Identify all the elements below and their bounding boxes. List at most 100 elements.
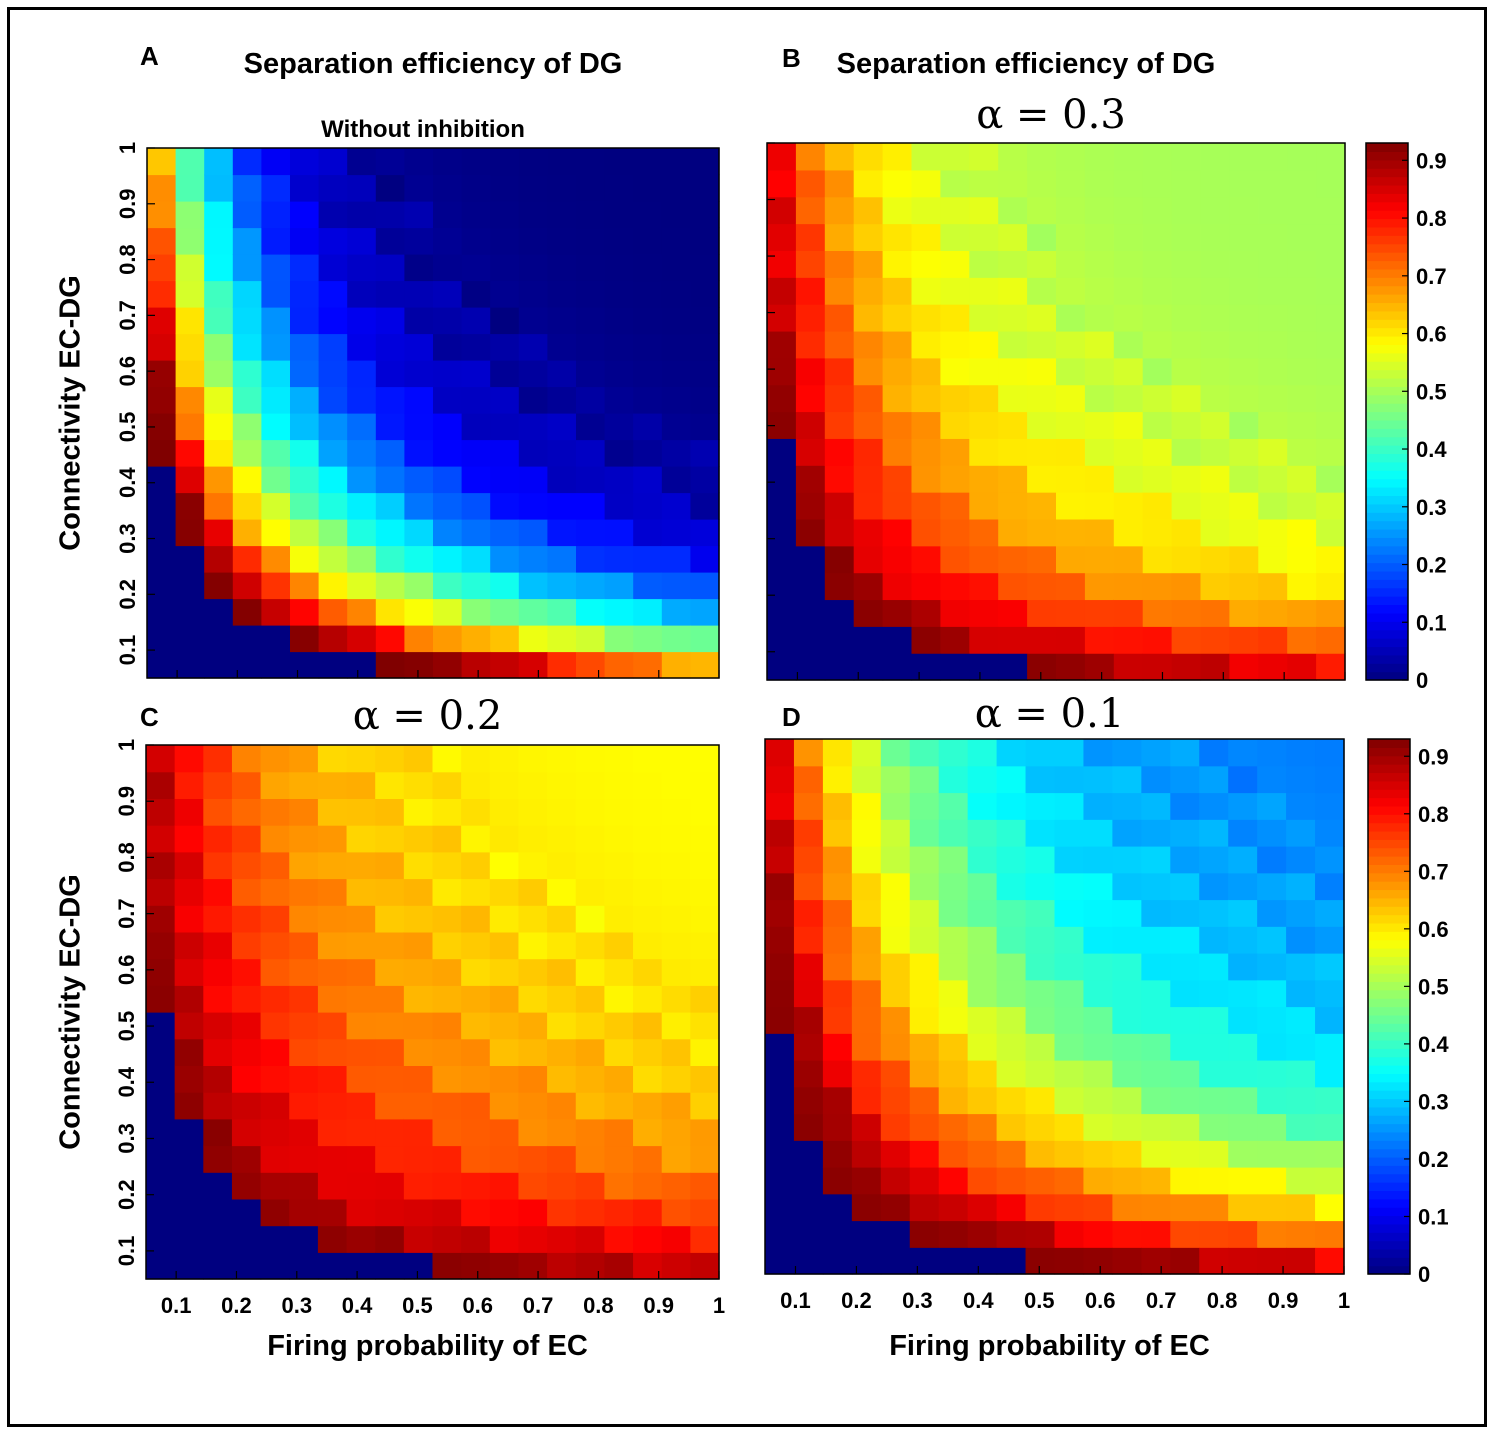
heatmap-cell [633, 931, 663, 960]
heatmap-cell [1141, 1086, 1171, 1115]
heatmap-cell [1286, 872, 1316, 901]
heatmap-cell [911, 330, 941, 359]
heatmap-cell [261, 254, 291, 282]
heatmap-cell [403, 1092, 434, 1120]
heatmap-cell [1025, 1167, 1056, 1195]
heatmap-cell [765, 1140, 795, 1168]
heatmap-cell [1258, 196, 1288, 225]
colorbar-segment [1366, 663, 1408, 673]
heatmap-cell [851, 1193, 882, 1222]
heatmap-cell [575, 825, 605, 853]
heatmap-cell [1258, 438, 1288, 466]
colorbar-segment [1366, 193, 1408, 203]
heatmap-cell [824, 250, 855, 278]
heatmap-cell [1112, 899, 1142, 927]
heatmap-cell [604, 280, 634, 308]
colorbar-segment [1366, 428, 1408, 438]
heatmap-cell [347, 598, 377, 626]
heatmap-cell [317, 1118, 348, 1147]
heatmap-cell [461, 745, 491, 773]
panel-subtitle: α = 0.1 [975, 691, 1125, 737]
heatmap-cell [375, 985, 405, 1013]
heatmap-cell [1056, 357, 1086, 386]
heatmap-cell [1229, 304, 1259, 332]
x-tick-label: 0.3 [902, 1288, 933, 1313]
heatmap-cell [403, 958, 434, 986]
heatmap-cell [853, 572, 884, 601]
heatmap-cell [1083, 1113, 1113, 1141]
heatmap-cell [661, 1172, 691, 1200]
heatmap-cell [174, 1065, 204, 1093]
heatmap-cell [1287, 518, 1317, 547]
heatmap-cell [375, 745, 405, 773]
heatmap-cell [1084, 143, 1115, 171]
heatmap-cell [998, 357, 1028, 386]
heatmap-cell [661, 958, 691, 986]
heatmap-cell [289, 985, 319, 1013]
heatmap-cell [461, 905, 491, 933]
heatmap-cell [793, 819, 824, 847]
heatmap-cell [1027, 438, 1057, 466]
heatmap-cell [346, 825, 376, 853]
y-tick-label: 0.5 [115, 412, 140, 443]
heatmap-cell [1228, 1060, 1258, 1088]
heatmap-cell [1025, 1006, 1056, 1034]
heatmap-cell [232, 280, 262, 308]
heatmap-cell [1142, 572, 1173, 601]
heatmap-cell [174, 1118, 204, 1147]
heatmap-cell [940, 277, 970, 305]
panel-letter: C [140, 702, 159, 732]
heatmap-cell [289, 1252, 319, 1280]
heatmap-cell [375, 545, 405, 573]
heatmap-cell [260, 931, 290, 960]
heatmap-cell [490, 572, 520, 600]
heatmap-cell [204, 201, 234, 229]
heatmap-cell [969, 223, 999, 251]
heatmap-cell [490, 280, 520, 308]
heatmap-cell [518, 651, 548, 679]
heatmap-cell [793, 739, 824, 767]
heatmap-cell [1258, 330, 1288, 359]
colorbar-segment [1368, 1232, 1410, 1242]
heatmap-cell [375, 825, 405, 853]
heatmap-cell [1257, 872, 1287, 901]
colorbar-tick-label: 0.6 [1418, 917, 1449, 942]
heatmap-cell [347, 360, 377, 388]
heatmap-cell [289, 745, 319, 773]
heatmap-cell [969, 169, 999, 198]
heatmap-cell [1113, 304, 1144, 332]
heatmap-cell [765, 1086, 795, 1115]
heatmap-cell [1113, 626, 1144, 654]
heatmap-cell [203, 1038, 233, 1066]
heatmap-cell [461, 825, 491, 853]
heatmap-cell [1141, 899, 1171, 927]
heatmap-cell [969, 357, 999, 386]
heatmap-cell [1200, 384, 1230, 413]
heatmap-cell [1112, 953, 1142, 981]
panel-subtitle: α = 0.3 [976, 92, 1126, 138]
heatmap-cell [1171, 465, 1202, 493]
heatmap-cell [1199, 1060, 1229, 1088]
heatmap-cell [575, 1172, 605, 1200]
heatmap-cell [853, 277, 884, 305]
heatmap-cell [1027, 626, 1057, 654]
heatmap-cell [1200, 545, 1230, 574]
heatmap-cell [661, 1092, 691, 1120]
heatmap-cell [1112, 1113, 1142, 1141]
heatmap-cell [318, 227, 348, 255]
heatmap-cell [661, 360, 691, 388]
heatmap-cell [203, 905, 233, 933]
heatmap-cell [1113, 653, 1144, 681]
heatmap-cell [996, 765, 1027, 794]
colorbar-segment [1366, 604, 1408, 614]
heatmap-cell [969, 626, 999, 654]
heatmap-cell [461, 572, 491, 600]
heatmap-cell [1258, 653, 1288, 681]
colorbar-segment [1368, 1156, 1410, 1166]
heatmap-cell [690, 1252, 720, 1280]
heatmap-cell [853, 223, 884, 251]
heatmap-cell [232, 227, 262, 255]
heatmap-cell [260, 985, 290, 1013]
heatmap-cell [318, 651, 348, 679]
heatmap-cell [174, 798, 204, 826]
